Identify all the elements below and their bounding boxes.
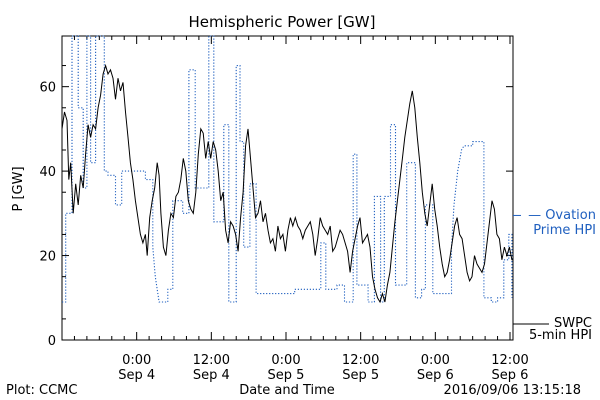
ovation-prime-series-line: [62, 35, 513, 303]
x-tick-time-label-0: 0:00: [122, 353, 151, 368]
swpc-label-line-1: 5-min HPI: [529, 328, 592, 343]
plot-frame: [61, 35, 514, 341]
x-tick-time-label-3: 12:00: [342, 353, 379, 368]
chart-title: Hemispheric Power [GW]: [189, 13, 376, 31]
y-axis-label: P [GW]: [11, 166, 26, 211]
series-layer: [61, 35, 514, 304]
ovation-label-line-0: — Ovation: [528, 208, 596, 223]
y-axis-ticks: 0 20 40 60: [39, 65, 513, 349]
ovation-label-line-1: Prime HPI: [533, 223, 596, 238]
y-tick-label-1: 20: [39, 250, 56, 265]
x-tick-time-label-2: 0:00: [271, 353, 300, 368]
x-axis-label: Date and Time: [239, 383, 335, 398]
x-tick-day-label-5: Sep 6: [492, 368, 529, 383]
plot-credit: Plot: CCMC: [6, 383, 77, 398]
x-tick-day-label-2: Sep 5: [268, 368, 305, 383]
swpc-series-line: [61, 63, 514, 304]
x-tick-time-label-5: 12:00: [491, 353, 528, 368]
swpc-label-line-0: SWPC: [554, 316, 592, 331]
x-tick-day-label-3: Sep 5: [342, 368, 379, 383]
x-tick-time-label-4: 0:00: [421, 353, 450, 368]
x-tick-day-label-0: Sep 4: [118, 368, 155, 383]
x-tick-time-label-1: 12:00: [193, 353, 230, 368]
x-tick-day-label-4: Sep 6: [417, 368, 454, 383]
y-tick-label-2: 40: [39, 165, 56, 180]
x-tick-day-label-1: Sep 4: [193, 368, 230, 383]
y-tick-label-0: 0: [48, 334, 56, 349]
plot-timestamp: 2016/09/06 13:15:18: [444, 383, 581, 398]
y-tick-label-3: 60: [39, 81, 56, 96]
